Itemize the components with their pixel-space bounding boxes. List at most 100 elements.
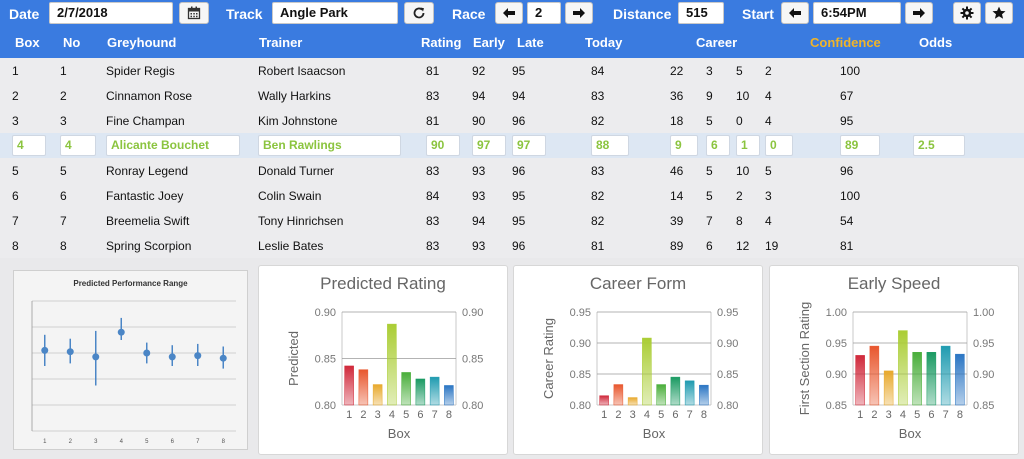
- col-greyhound[interactable]: Greyhound: [107, 35, 177, 50]
- bar: [670, 376, 681, 406]
- cell-early: 97: [472, 135, 506, 156]
- col-trainer[interactable]: Trainer: [259, 35, 303, 50]
- calendar-button[interactable]: [179, 2, 209, 24]
- y-tick-label-right: 0.90: [717, 338, 738, 350]
- cell-box: 6: [12, 189, 19, 203]
- col-odds[interactable]: Odds: [919, 35, 953, 50]
- table-row[interactable]: 2 2 Cinnamon Rose Wally Harkins 83 94 94 83 36 9 1…: [0, 83, 1024, 108]
- predicted-rating-title: Predicted Rating: [320, 274, 446, 293]
- table-row[interactable]: 1 1 Spider Regis Robert Isaacson 81 92 95 84 22 3…: [0, 58, 1024, 83]
- col-rating[interactable]: Rating: [421, 35, 462, 50]
- race-next-button[interactable]: [565, 2, 593, 24]
- cell-career-3: 4: [765, 114, 772, 128]
- bar: [684, 380, 695, 406]
- cell-career-3: 5: [765, 164, 772, 178]
- x-axis-label: Box: [643, 426, 666, 441]
- col-late[interactable]: Late: [517, 35, 544, 50]
- cell-rating: 81: [426, 114, 440, 128]
- cell-career-1: 6: [706, 239, 713, 253]
- cell-rating: 90: [426, 135, 460, 156]
- cell-trainer: Tony Hinrichsen: [258, 214, 344, 228]
- y-tick-label-left: 0.90: [570, 338, 591, 350]
- cell-late: 96: [512, 164, 526, 178]
- x-axis-label: Box: [388, 426, 411, 441]
- date-input[interactable]: 2/7/2018: [49, 2, 173, 24]
- x-axis-label: Box: [899, 426, 922, 441]
- bar: [613, 384, 624, 406]
- y-tick-label-right: 0.90: [973, 369, 994, 381]
- col-no[interactable]: No: [63, 35, 81, 50]
- cell-career-0: 36: [670, 89, 684, 103]
- table-row[interactable]: 4 4 Alicante Bouchet Ben Rawlings 90 97 97 88 9 6…: [0, 133, 1024, 158]
- cell-rating: 83: [426, 89, 440, 103]
- refresh-icon: [413, 7, 425, 19]
- arrow-left-icon: [503, 8, 515, 18]
- cell-confidence: 100: [840, 64, 861, 78]
- col-career[interactable]: Career: [696, 35, 738, 50]
- cell-early: 90: [472, 114, 486, 128]
- cell-confidence: 100: [840, 189, 861, 203]
- track-input[interactable]: Angle Park: [272, 2, 398, 24]
- x-tick-label: 8: [222, 439, 226, 445]
- x-tick-label: 1: [857, 409, 863, 421]
- y-tick-label-right: 0.90: [462, 307, 483, 319]
- cell-early: 94: [472, 89, 486, 103]
- race-input[interactable]: 2: [527, 2, 561, 24]
- cell-late: 96: [512, 239, 526, 253]
- x-tick-label: 7: [687, 409, 693, 421]
- top-toolbar: Date 2/7/2018 Track Angle Park Race 2 Di…: [0, 0, 1024, 28]
- early-speed-panel: Early Speed 0.85 0.85 0.90 0.90 0.95 0.95 1.00…: [769, 265, 1019, 455]
- settings-button[interactable]: [953, 2, 981, 24]
- x-tick-label: 1: [601, 409, 607, 421]
- table-row[interactable]: 6 6 Fantastic Joey Colin Swain 84 93 95 82 14 5 2 3…: [0, 183, 1024, 208]
- cell-early: 93: [472, 189, 486, 203]
- cell-career-2: 1: [736, 135, 760, 156]
- bar: [869, 345, 880, 406]
- cell-greyhound: Breemelia Swift: [106, 214, 190, 228]
- x-tick-label: 2: [871, 409, 877, 421]
- table-row[interactable]: 3 3 Fine Champan Kim Johnstone 81 90 96 82 18 5 0 4…: [0, 108, 1024, 133]
- cell-no: 2: [60, 89, 67, 103]
- cell-rating: 83: [426, 214, 440, 228]
- col-confidence[interactable]: Confidence: [810, 35, 881, 50]
- cell-career-2: 5: [736, 64, 743, 78]
- cell-late: 95: [512, 189, 526, 203]
- cell-no: 8: [60, 239, 67, 253]
- cell-career-3: 2: [765, 64, 772, 78]
- col-early[interactable]: Early: [473, 35, 505, 50]
- cell-greyhound: Spider Regis: [106, 64, 175, 78]
- cell-greyhound: Fine Champan: [106, 114, 185, 128]
- track-label: Track: [226, 6, 263, 22]
- y-tick-label-right: 0.80: [462, 400, 483, 412]
- table-row[interactable]: 5 5 Ronray Legend Donald Turner 83 93 96 83 46 5 1…: [0, 158, 1024, 183]
- table-row[interactable]: 7 7 Breemelia Swift Tony Hinrichsen 83 94 95 82…: [0, 208, 1024, 233]
- range-point: [194, 352, 202, 360]
- bar: [912, 352, 922, 406]
- date-label: Date: [9, 6, 40, 22]
- cell-no: 6: [60, 189, 67, 203]
- y-tick-label-left: 0.80: [315, 400, 336, 412]
- refresh-button[interactable]: [404, 2, 434, 24]
- favorite-button[interactable]: [985, 2, 1013, 24]
- start-time-input[interactable]: 6:54PM: [813, 2, 901, 24]
- start-label: Start: [742, 6, 774, 22]
- cell-early: 93: [472, 164, 486, 178]
- cell-confidence: 89: [840, 135, 880, 156]
- cell-career-0: 14: [670, 189, 684, 203]
- y-tick-label-right: 0.85: [717, 369, 738, 381]
- table-row[interactable]: 8 8 Spring Scorpion Leslie Bates 83 93 96 81 89 6…: [0, 233, 1024, 258]
- start-prev-button[interactable]: [781, 2, 809, 24]
- distance-input[interactable]: 515: [678, 2, 724, 24]
- y-tick-label-left: 0.85: [826, 400, 847, 412]
- y-tick-label-left: 0.85: [315, 354, 336, 366]
- cell-today: 82: [591, 189, 605, 203]
- bar: [940, 345, 951, 406]
- star-icon: [992, 6, 1006, 19]
- col-box[interactable]: Box: [15, 35, 40, 50]
- x-tick-label: 4: [120, 439, 124, 445]
- start-next-button[interactable]: [905, 2, 933, 24]
- cell-no: 4: [60, 135, 96, 156]
- cell-career-0: 46: [670, 164, 684, 178]
- race-prev-button[interactable]: [495, 2, 523, 24]
- col-today[interactable]: Today: [585, 35, 623, 50]
